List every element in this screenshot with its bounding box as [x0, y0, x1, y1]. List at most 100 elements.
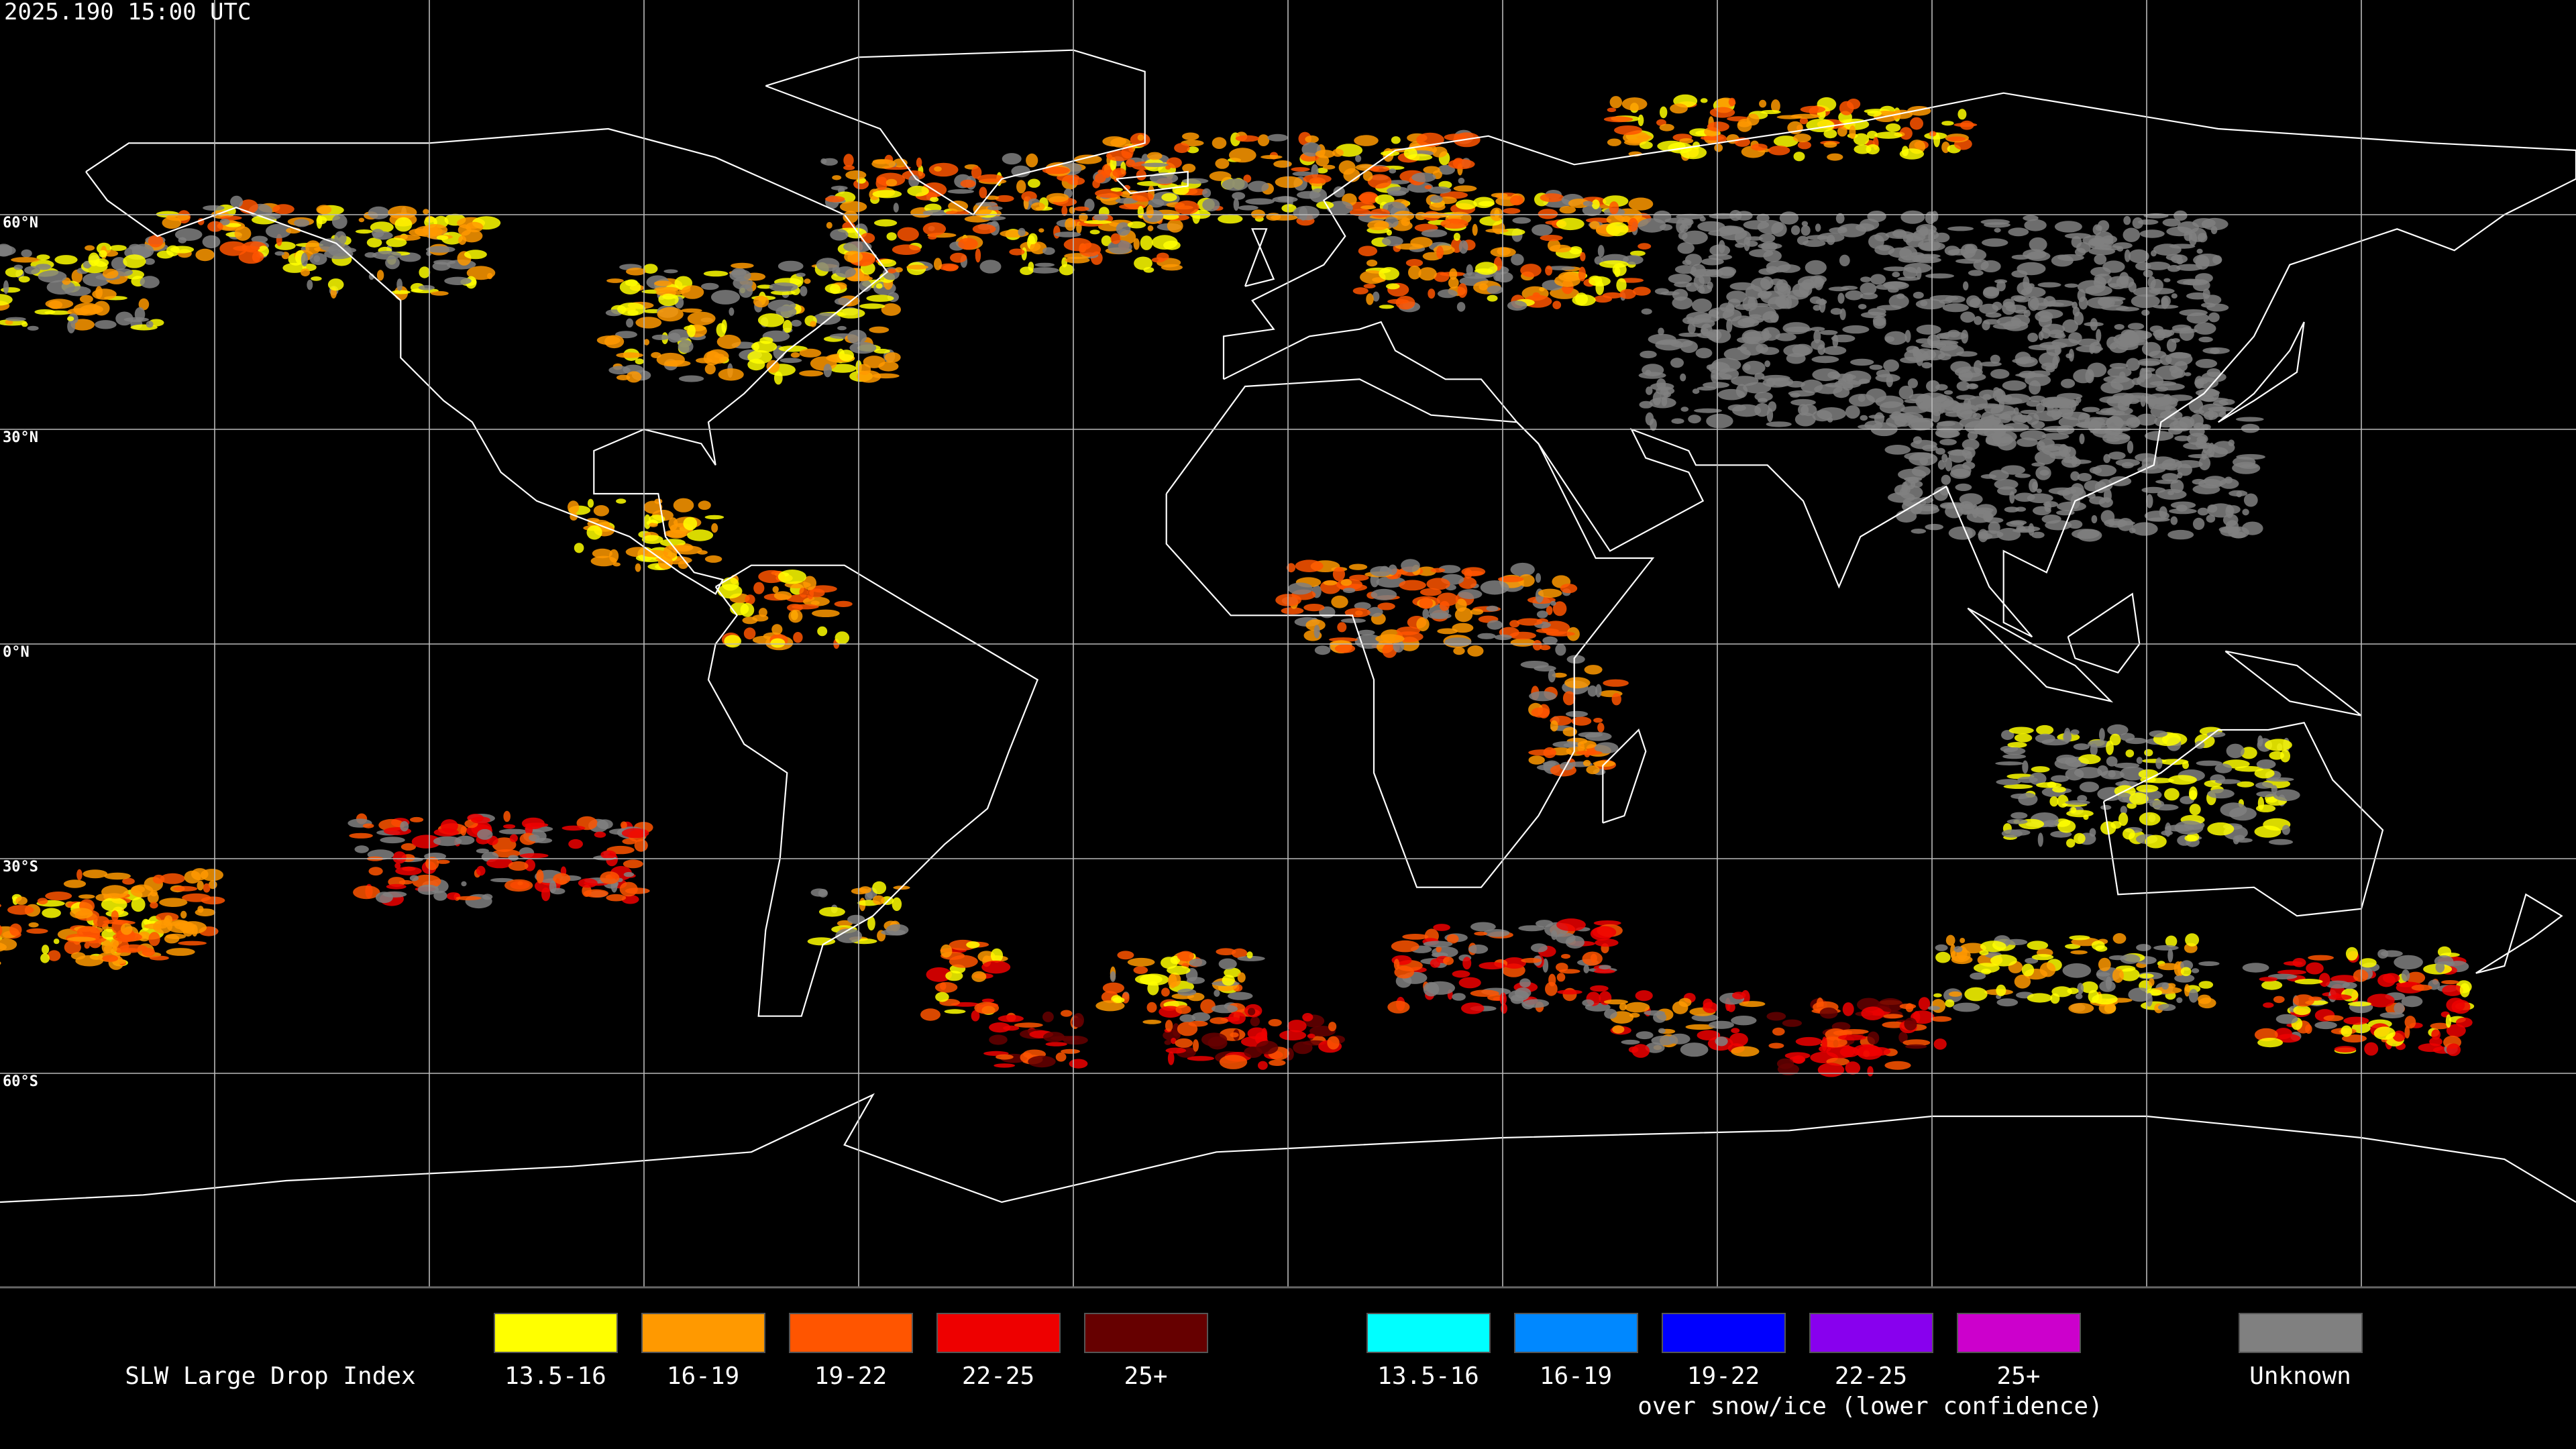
cloud-patch	[0, 943, 7, 952]
cloud-patch	[1334, 644, 1356, 653]
cloud-patch	[1972, 504, 1979, 519]
cloud-patch	[1437, 289, 1458, 299]
cloud-patch	[1595, 684, 1602, 698]
cloud-patch	[2149, 325, 2163, 333]
cloud-patch	[600, 850, 616, 859]
cloud-patch	[872, 895, 885, 905]
cloud-patch	[832, 175, 842, 180]
cloud-patch	[2208, 312, 2220, 323]
cloud-patch	[950, 252, 967, 263]
cloud-patch	[1546, 631, 1575, 637]
cloud-patch	[1839, 254, 1850, 266]
cloud-patch	[2115, 781, 2139, 787]
cloud-patch	[582, 885, 592, 897]
cloud-patch	[1452, 970, 1470, 978]
cloud-patch	[1545, 981, 1558, 996]
cloud-patch	[1997, 486, 2017, 496]
cloud-patch	[2054, 221, 2082, 233]
cloud-patch	[1337, 622, 1347, 633]
cloud-patch	[392, 851, 407, 864]
cloud-patch	[753, 582, 765, 594]
cloud-patch	[1388, 564, 1397, 576]
cloud-patch	[1967, 431, 1978, 440]
cloud-patch	[2100, 305, 2129, 311]
cloud-patch	[1939, 439, 1957, 445]
cloud-patch	[1143, 267, 1155, 273]
cloud-patch	[1837, 292, 1845, 304]
cloud-patch	[353, 885, 380, 900]
cloud-patch	[799, 348, 822, 358]
cloud-patch	[1811, 356, 1839, 364]
cloud-patch	[104, 872, 131, 880]
cloud-patch	[2235, 835, 2245, 841]
cloud-patch	[1061, 205, 1068, 216]
cloud-patch	[2171, 293, 2178, 299]
cloud-patch	[2006, 818, 2028, 824]
cloud-patch	[2328, 994, 2352, 1000]
cloud-patch	[1812, 410, 1833, 422]
cloud-patch	[2010, 520, 2027, 525]
cloud-patch	[2124, 249, 2131, 262]
cloud-patch	[2430, 1022, 2451, 1030]
cloud-patch	[2268, 839, 2294, 845]
cloud-patch	[1583, 965, 1589, 973]
legend-swatch	[494, 1313, 618, 1353]
cloud-patch	[1907, 378, 1918, 388]
cloud-patch	[773, 591, 792, 600]
cloud-patch	[859, 303, 885, 309]
cloud-patch	[1046, 193, 1069, 203]
cloud-patch	[1676, 219, 1686, 233]
cloud-patch	[1545, 265, 1553, 276]
cloud-patch	[5, 317, 26, 321]
cloud-patch	[1354, 602, 1371, 610]
cloud-patch	[745, 594, 755, 605]
cloud-patch	[906, 264, 928, 270]
cloud-patch	[1593, 718, 1603, 723]
cloud-patch	[867, 916, 875, 931]
cloud-patch	[2116, 342, 2139, 350]
cloud-patch	[1026, 153, 1038, 168]
cloud-patch	[1970, 384, 1977, 388]
cloud-patch	[163, 918, 170, 926]
cloud-patch	[2153, 945, 2179, 951]
cloud-patch	[1658, 1028, 1666, 1034]
cloud-patch	[810, 321, 816, 327]
coastline	[2067, 592, 2141, 674]
cloud-patch	[2033, 411, 2062, 421]
cloud-patch	[1942, 303, 1969, 313]
cloud-patch	[1849, 125, 1856, 140]
latitude-label: 30°N	[3, 429, 38, 446]
cloud-patch	[1978, 389, 1997, 400]
cloud-patch	[2036, 488, 2042, 494]
cloud-patch	[1174, 143, 1190, 154]
cloud-patch	[975, 248, 981, 263]
cloud-patch	[1193, 1039, 1199, 1052]
cloud-patch	[1393, 640, 1405, 653]
cloud-patch	[2136, 944, 2151, 951]
cloud-patch	[1941, 453, 1948, 463]
cloud-patch	[2076, 241, 2091, 254]
cloud-patch	[830, 185, 848, 191]
cloud-patch	[0, 244, 13, 257]
cloud-patch	[202, 235, 221, 249]
cloud-patch	[791, 319, 802, 327]
cloud-patch	[2091, 515, 2098, 524]
cloud-patch	[1110, 233, 1121, 244]
cloud-patch	[2431, 1029, 2441, 1040]
cloud-patch	[1418, 267, 1437, 281]
cloud-patch	[1860, 276, 1872, 282]
cloud-patch	[2120, 394, 2133, 406]
cloud-patch	[1063, 1035, 1088, 1045]
cloud-patch	[2174, 820, 2204, 835]
cloud-patch	[1858, 378, 1870, 384]
cloud-patch	[845, 170, 867, 180]
cloud-patch	[2106, 437, 2121, 442]
cloud-patch	[1905, 1044, 1927, 1049]
coastline	[85, 127, 889, 595]
cloud-patch	[1510, 638, 1536, 647]
cloud-patch	[2108, 283, 2119, 288]
cloud-patch	[1888, 294, 1909, 309]
cloud-patch	[1316, 201, 1334, 209]
cloud-patch	[1179, 1014, 1195, 1023]
cloud-patch	[1102, 982, 1124, 994]
